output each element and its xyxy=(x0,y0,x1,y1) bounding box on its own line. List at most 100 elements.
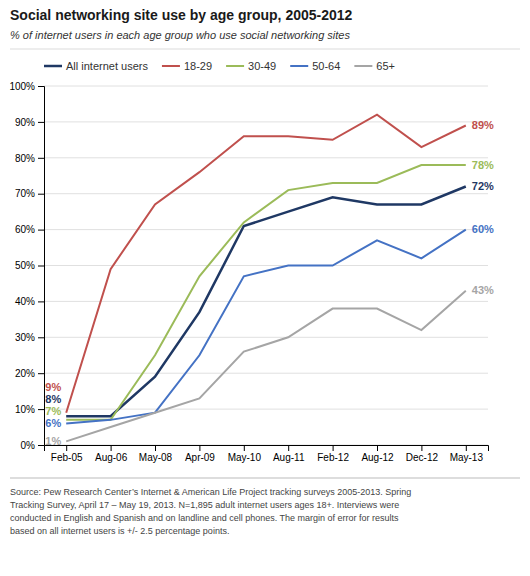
y-tick-mark xyxy=(38,86,44,87)
data-label: 9% xyxy=(45,381,61,393)
legend-entry: 18-29 xyxy=(162,60,212,72)
y-tick-mark xyxy=(38,409,44,410)
grid-line xyxy=(44,337,488,338)
y-tick-mark xyxy=(38,373,44,374)
axis-line xyxy=(38,87,45,446)
x-tick: Aug-12 xyxy=(361,445,394,463)
x-tick-mark xyxy=(66,445,67,451)
subtitle: % of internet users in each age group wh… xyxy=(10,29,350,41)
data-label: 72% xyxy=(472,180,494,192)
x-tick-label: Feb-12 xyxy=(317,452,349,463)
y-tick: 90% xyxy=(15,117,44,128)
legend-label: All internet users xyxy=(66,60,148,72)
x-tick-mark xyxy=(244,445,245,451)
grid-line xyxy=(44,265,488,266)
source-line: conducted in English and Spanish and on … xyxy=(10,513,399,523)
x-tick: Dec-12 xyxy=(406,445,439,463)
x-tick-label: May-13 xyxy=(450,452,484,463)
y-tick: 70% xyxy=(15,188,44,199)
y-tick-label: 40% xyxy=(15,296,35,307)
grid-line xyxy=(44,121,488,122)
y-tick-label: 80% xyxy=(15,153,35,164)
lines xyxy=(66,115,466,442)
source: Source: Pew Research Center’s Internet &… xyxy=(10,487,411,536)
x-tick-mark xyxy=(377,445,378,451)
legend-swatch xyxy=(44,65,62,68)
x-tick-label: May-10 xyxy=(228,452,262,463)
y-tick-mark xyxy=(38,266,44,267)
legend-swatch xyxy=(354,65,372,67)
data-label: 89% xyxy=(472,119,494,131)
x-tick-label: Feb-05 xyxy=(51,452,83,463)
data-label: 7% xyxy=(45,405,61,417)
y-tick-label: 70% xyxy=(15,188,35,199)
legend-label: 50-64 xyxy=(312,60,340,72)
series-line xyxy=(66,291,466,442)
y-tick: 20% xyxy=(15,368,44,379)
y-tick-mark xyxy=(38,194,44,195)
x-tick-label: Apr-09 xyxy=(185,452,215,463)
x-tick-label: May-08 xyxy=(139,452,173,463)
legend-label: 65+ xyxy=(376,60,395,72)
y-tick-mark xyxy=(38,122,44,123)
y-tick-label: 100% xyxy=(9,81,35,92)
x-tick: May-10 xyxy=(228,445,262,463)
x-tick-mark xyxy=(111,445,112,451)
legend-swatch xyxy=(162,65,180,67)
legend-entry: 65+ xyxy=(354,60,395,72)
x-tick-mark xyxy=(155,445,156,451)
grid-line xyxy=(44,301,488,302)
grid-line xyxy=(44,409,488,410)
y-tick: 30% xyxy=(15,332,44,343)
separator xyxy=(10,478,520,479)
x-tick: May-13 xyxy=(450,445,484,463)
x-tick-mark xyxy=(421,445,422,451)
data-label: 78% xyxy=(472,159,494,171)
y-tick: 80% xyxy=(15,153,44,164)
source-line: Source: Pew Research Center’s Internet &… xyxy=(10,487,411,497)
y-tick-label: 10% xyxy=(15,404,35,415)
data-label: 1% xyxy=(45,435,61,447)
plot: 0% 10% 20% 30% 40% 50% 60% 70% 80% 90% 100% Feb-05 A… xyxy=(9,81,494,463)
y-tick-mark xyxy=(38,158,44,159)
legend-label: 30-49 xyxy=(248,60,276,72)
x-tick-mark xyxy=(466,445,467,451)
x-tick-mark xyxy=(199,445,200,451)
x-tick-label: Aug-06 xyxy=(95,452,128,463)
legend-label: 18-29 xyxy=(184,60,212,72)
legend-entry: 50-64 xyxy=(290,60,340,72)
title: Social networking site use by age group,… xyxy=(10,7,353,23)
x-tick: Feb-12 xyxy=(317,445,349,463)
legend-entry: 30-49 xyxy=(226,60,276,72)
chart: Social networking site use by age group,… xyxy=(0,0,530,576)
y-tick-label: 50% xyxy=(15,260,35,271)
x-tick-label: Dec-12 xyxy=(406,452,439,463)
x-tick-label: Aug-12 xyxy=(361,452,394,463)
y-tick-label: 20% xyxy=(15,368,35,379)
data-label: 60% xyxy=(472,223,494,235)
axis-line xyxy=(45,446,489,452)
grid-line xyxy=(44,229,488,230)
y-tick-mark xyxy=(38,230,44,231)
data-label: 43% xyxy=(472,284,494,296)
separator xyxy=(10,49,520,50)
y-tick-label: 30% xyxy=(15,332,35,343)
series-line xyxy=(66,187,466,417)
series-line xyxy=(66,165,466,420)
y-tick-mark xyxy=(38,301,44,302)
x-tick: May-08 xyxy=(139,445,173,463)
x-tick-label: Aug-11 xyxy=(273,452,305,463)
source-line: Tracking Survey, April 17 – May 19, 2013… xyxy=(10,500,399,510)
y-tick: 50% xyxy=(15,260,44,271)
data-label: 6% xyxy=(45,417,61,429)
x-tick: Apr-09 xyxy=(185,445,215,463)
data-label: 8% xyxy=(45,393,61,405)
y-tick-label: 60% xyxy=(15,224,35,235)
y-tick: 10% xyxy=(15,404,44,415)
grid xyxy=(44,86,488,445)
y-tick-label: 0% xyxy=(21,440,36,451)
x-axis: Feb-05 Aug-06 May-08 Apr-09 May-10 Aug-11 Feb-… xyxy=(45,445,489,463)
x-tick: Aug-11 xyxy=(273,445,305,463)
series-line xyxy=(66,115,466,413)
source-line: based on all internet users is +/- 2.5 p… xyxy=(10,526,229,536)
